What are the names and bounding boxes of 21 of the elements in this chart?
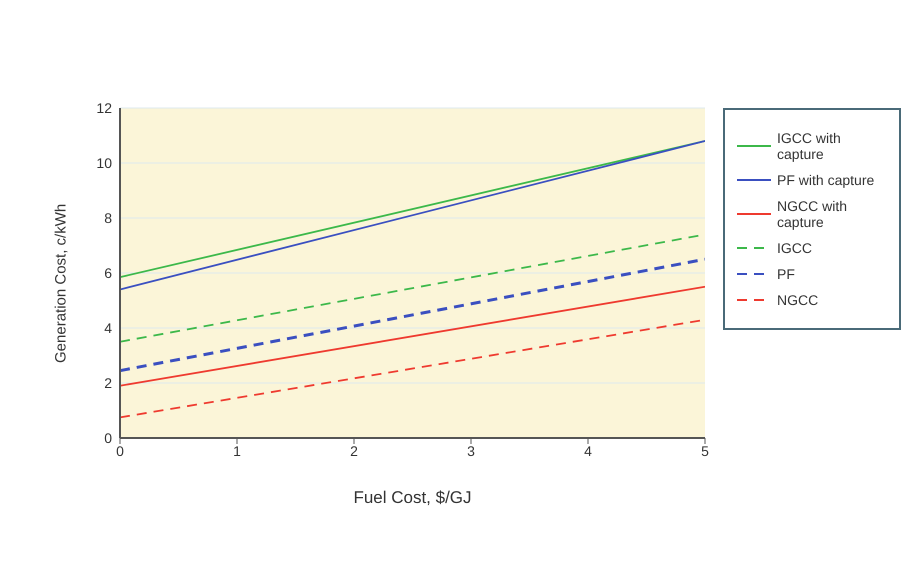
y-tick-label: 6 [104,264,112,281]
y-tick-label: 8 [104,210,112,226]
y-axis-title: Generation Cost, c/kWh [52,204,70,363]
x-tick-label: 0 [116,442,124,459]
y-tick-label: 0 [104,430,112,446]
x-axis-title: Fuel Cost, $/GJ [353,488,472,507]
y-tick-label: 12 [96,100,112,116]
y-tick-label: 4 [104,320,112,336]
legend-label: NGCC [777,292,818,308]
legend-label: IGCC [777,240,812,256]
x-tick-label: 3 [467,442,476,459]
legend-label: PF with capture [777,172,874,188]
x-tick-label: 4 [584,442,592,459]
x-tick-label: 1 [233,442,242,459]
legend-label: PF [777,266,795,282]
y-tick-label: 2 [104,374,112,391]
legend-label: IGCC with capture [777,130,842,162]
x-tick-label: 2 [350,442,358,459]
y-tick-label: 10 [96,154,112,171]
x-tick-label: 5 [701,442,710,459]
legend-label: NGCC with capture [777,198,848,230]
